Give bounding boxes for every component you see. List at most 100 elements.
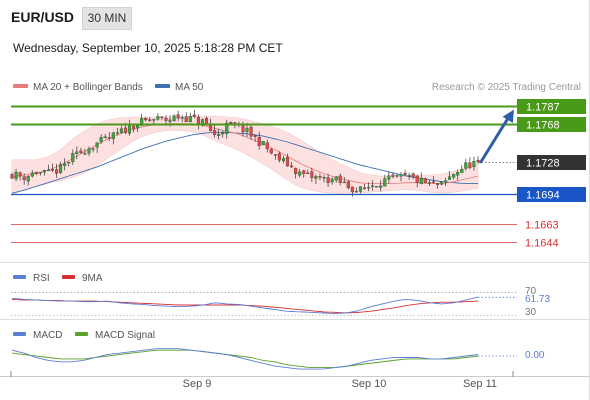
candle — [306, 169, 310, 175]
candle — [188, 112, 192, 123]
candle — [119, 125, 123, 134]
candle — [265, 139, 269, 153]
candle — [79, 147, 83, 154]
candle — [302, 170, 306, 178]
candle — [452, 173, 456, 180]
candle-body — [362, 187, 367, 190]
macd-panel — [11, 348, 517, 370]
candle-body — [152, 119, 156, 121]
price-levels: 1.1787 1.1768 1.1728 1.1694 1.1663 1.1644 — [11, 99, 586, 250]
candle — [415, 174, 419, 188]
candle — [367, 182, 371, 192]
candle — [444, 177, 448, 186]
candle-body — [26, 176, 30, 182]
candle — [334, 176, 338, 183]
candle-body — [221, 132, 225, 135]
candle-body — [87, 148, 91, 154]
candle — [152, 118, 156, 124]
candle-body — [168, 119, 172, 122]
legend-swatch-ma20 — [13, 84, 28, 88]
candle-body — [476, 159, 480, 162]
watermark: Research © 2025 Trading Central — [432, 82, 581, 93]
price-level-label: 1.1787 — [526, 102, 560, 114]
candle — [338, 173, 342, 186]
candle-body — [269, 148, 273, 154]
candle — [431, 176, 435, 184]
candle — [342, 177, 346, 184]
price-level: 1.1644 — [11, 238, 559, 250]
candle-body — [115, 132, 119, 134]
candle-body — [444, 180, 448, 183]
candle — [375, 186, 379, 188]
candle-body — [290, 165, 294, 168]
candle — [326, 173, 330, 187]
candle — [322, 175, 326, 183]
candle-body — [383, 178, 387, 187]
candle-body — [261, 141, 265, 146]
legend-swatch-ma50 — [155, 84, 170, 88]
candle — [180, 114, 184, 123]
candle-body — [119, 128, 123, 133]
candle-body — [285, 156, 290, 167]
candle-body — [346, 181, 350, 189]
price-level-label: 1.1663 — [525, 220, 559, 232]
legend-swatch-9ma — [62, 275, 75, 279]
candle — [395, 174, 399, 178]
last-price-label: 1.1728 — [526, 158, 560, 170]
candle-body — [379, 185, 383, 188]
candle — [192, 109, 196, 119]
rsi-level-70: 70 — [525, 286, 537, 297]
candle-body — [156, 116, 160, 120]
candle-body — [18, 172, 22, 177]
legend-label-macd-signal: MACD Signal — [95, 330, 155, 341]
candle-body — [46, 169, 51, 172]
candle-body — [427, 182, 431, 184]
timeframe-badge[interactable]: 30 MIN — [82, 7, 132, 30]
candle-body — [452, 174, 456, 178]
candle-body — [277, 153, 281, 161]
legend-label-ma20: MA 20 + Bollinger Bands — [33, 82, 143, 93]
macd-line — [11, 348, 479, 370]
rsi-legend: RSI 9MA — [13, 273, 103, 284]
candle — [314, 174, 318, 184]
candle-body — [419, 177, 423, 184]
candle-body — [241, 124, 245, 133]
candle-body — [273, 154, 277, 156]
candle-body — [50, 168, 55, 171]
legend-label-rsi: RSI — [33, 273, 50, 284]
candle-body — [132, 125, 136, 130]
candle-body — [358, 186, 363, 192]
price-level-label: 1.1768 — [526, 120, 560, 132]
candle — [75, 146, 79, 160]
candle-body — [399, 174, 403, 177]
candle-body — [354, 191, 358, 193]
candle — [50, 163, 55, 172]
price-panel — [10, 109, 480, 197]
candle — [172, 114, 176, 122]
candle-body — [83, 153, 87, 155]
candle-body — [136, 125, 140, 129]
candle — [330, 177, 334, 185]
candle-body — [338, 175, 342, 183]
candle — [95, 142, 99, 153]
candle-body — [160, 116, 164, 118]
candle-body — [107, 137, 111, 139]
candle-body — [375, 186, 379, 188]
candle — [30, 170, 34, 178]
price-level: 1.1768 — [11, 117, 586, 132]
candle — [298, 169, 302, 178]
candle — [253, 134, 257, 142]
candle — [213, 125, 217, 138]
candle-body — [180, 117, 184, 119]
candle — [221, 130, 225, 138]
candle — [269, 147, 273, 155]
price-level: 1.1728 — [478, 155, 586, 170]
candle — [249, 124, 253, 141]
candle-body — [318, 176, 322, 178]
candle-body — [38, 172, 42, 174]
candle-body — [42, 170, 46, 173]
candle — [362, 183, 367, 190]
x-tick-label: Sep 9 — [183, 378, 212, 390]
candle-body — [342, 181, 346, 184]
